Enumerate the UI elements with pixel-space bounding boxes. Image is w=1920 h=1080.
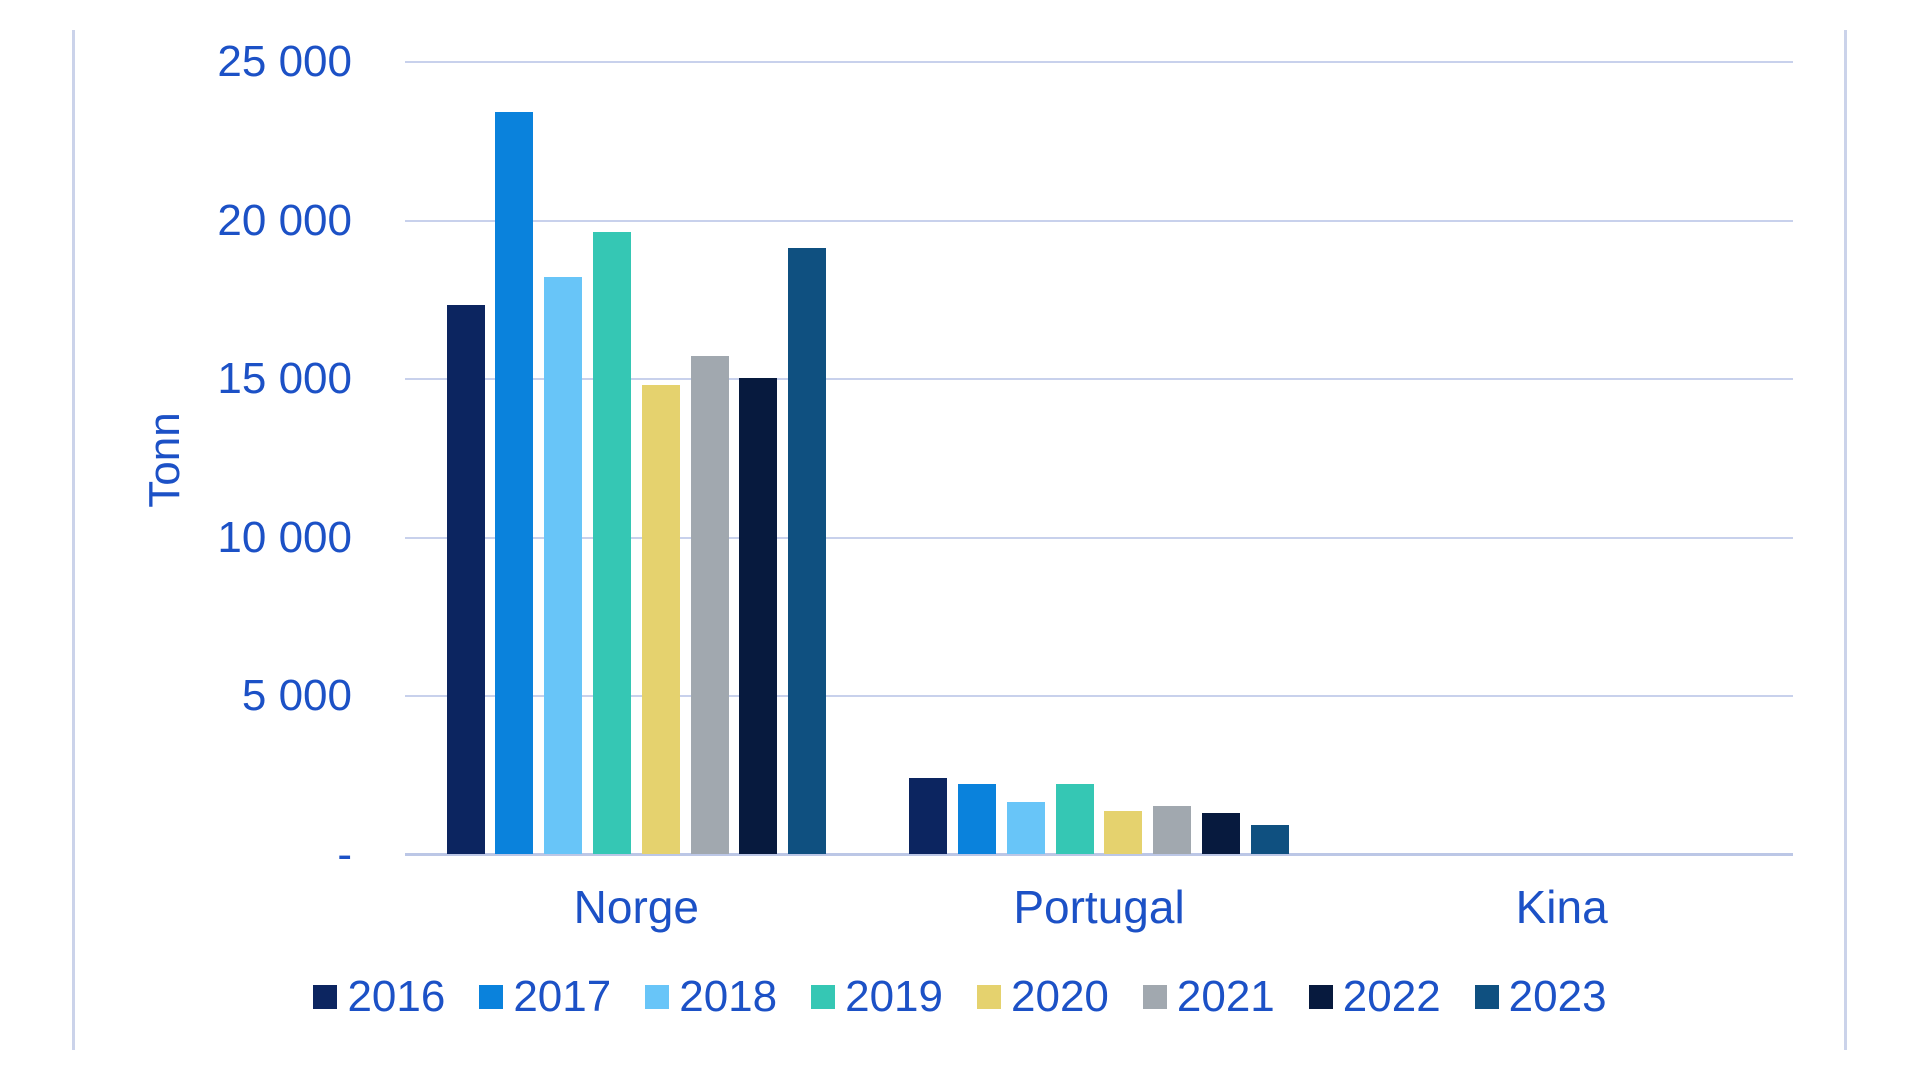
plot-area bbox=[405, 61, 1793, 856]
legend-swatch-icon bbox=[1142, 985, 1167, 1009]
bar-2016-portugal bbox=[909, 777, 948, 854]
legend-swatch-icon bbox=[313, 985, 338, 1009]
legend-label: 2020 bbox=[1011, 972, 1109, 1021]
legend-label: 2016 bbox=[347, 972, 446, 1021]
bar-2018-portugal bbox=[1006, 801, 1045, 854]
legend-item-2017: 2017 bbox=[479, 972, 611, 1022]
legend-swatch-icon bbox=[645, 985, 670, 1009]
y-tick-label-20000: 20 000 bbox=[217, 195, 352, 245]
y-tick-label-0: - bbox=[337, 830, 352, 879]
legend-swatch-icon bbox=[1308, 985, 1333, 1009]
bar-2020-norge bbox=[641, 384, 680, 854]
y-tick-label-15000: 15 000 bbox=[217, 354, 352, 404]
legend-item-2021: 2021 bbox=[1142, 972, 1275, 1022]
legend-swatch-icon bbox=[977, 985, 1001, 1009]
gridline-25000 bbox=[405, 61, 1793, 63]
legend-item-2016: 2016 bbox=[313, 972, 445, 1022]
bar-2021-portugal bbox=[1153, 806, 1192, 854]
legend-item-2020: 2020 bbox=[977, 972, 1109, 1022]
bar-2020-portugal bbox=[1104, 811, 1143, 854]
y-tick-label-25000: 25 000 bbox=[217, 37, 352, 86]
bar-2017-norge bbox=[495, 111, 534, 854]
legend-swatch-icon bbox=[1474, 985, 1499, 1009]
legend-label: 2018 bbox=[679, 972, 778, 1021]
gridline-5000 bbox=[405, 695, 1793, 698]
bar-2021-norge bbox=[690, 356, 729, 854]
bar-2018-norge bbox=[544, 276, 583, 854]
bar-2019-portugal bbox=[1055, 784, 1094, 854]
category-label-norge: Norge bbox=[573, 881, 699, 933]
category-label-kina: Kina bbox=[1515, 881, 1608, 933]
legend-label: 2019 bbox=[845, 972, 943, 1021]
category-label-portugal: Portugal bbox=[1013, 881, 1185, 933]
gridline-10000 bbox=[405, 536, 1793, 539]
bar-2016-norge bbox=[446, 305, 485, 854]
bar-2022-norge bbox=[739, 378, 778, 854]
y-tick-label-10000: 10 000 bbox=[217, 512, 352, 562]
chart-left-border bbox=[72, 30, 75, 1050]
legend-label: 2023 bbox=[1508, 972, 1607, 1021]
x-axis-line bbox=[405, 853, 1793, 856]
y-axis-title: Tonn bbox=[140, 412, 189, 508]
legend-label: 2021 bbox=[1176, 972, 1275, 1021]
legend-label: 2017 bbox=[513, 972, 612, 1021]
legend: 2016 2017 2018 2019 2020 2021 2022 2023 bbox=[0, 972, 1920, 1022]
legend-label: 2022 bbox=[1342, 972, 1441, 1021]
bar-2019-norge bbox=[592, 232, 631, 854]
legend-swatch-icon bbox=[811, 985, 836, 1009]
gridline-15000 bbox=[405, 378, 1793, 381]
legend-item-2023: 2023 bbox=[1474, 972, 1607, 1022]
gridline-20000 bbox=[405, 219, 1793, 222]
legend-item-2022: 2022 bbox=[1308, 972, 1441, 1022]
bar-2017-portugal bbox=[958, 784, 996, 854]
legend-item-2019: 2019 bbox=[811, 972, 943, 1022]
y-tick-label-5000: 5 000 bbox=[241, 671, 352, 721]
bar-2022-portugal bbox=[1202, 812, 1240, 854]
bar-2023-norge bbox=[788, 248, 827, 854]
legend-swatch-icon bbox=[479, 985, 504, 1009]
chart-right-border bbox=[1844, 30, 1847, 1050]
bar-2023-portugal bbox=[1250, 825, 1289, 854]
legend-item-2018: 2018 bbox=[645, 972, 777, 1022]
